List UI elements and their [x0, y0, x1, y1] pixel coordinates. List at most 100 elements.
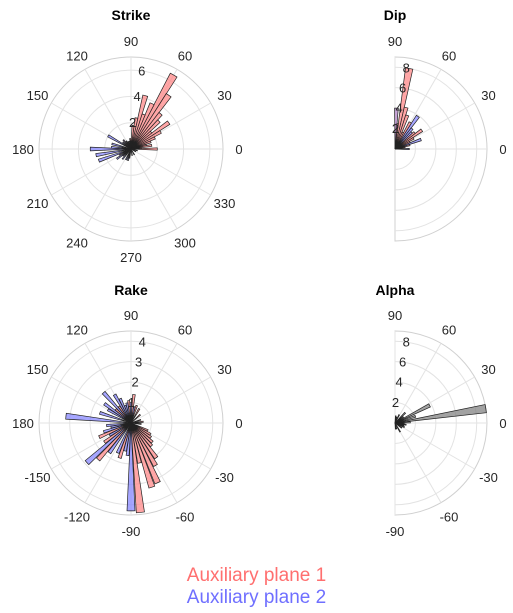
- histogram-bar: [130, 111, 163, 150]
- chart-title: Alpha: [376, 282, 415, 298]
- angular-grid: [84, 69, 132, 150]
- theta-tick-label: 90: [388, 34, 402, 49]
- histogram-bar: [107, 134, 132, 150]
- theta-tick-label: 60: [442, 323, 456, 338]
- legend-label-plane-1: Auxiliary plane 1: [186, 565, 327, 586]
- r-tick-label: 4: [395, 375, 402, 390]
- theta-tick-label: 30: [481, 362, 495, 377]
- histogram-bar: [394, 107, 399, 150]
- histogram-bar: [394, 422, 401, 433]
- histogram-bar: [130, 406, 136, 424]
- histogram-bar: [122, 139, 132, 150]
- chart-title: Dip: [384, 7, 407, 23]
- r-tick-label: 6: [138, 63, 145, 78]
- theta-tick-label: 150: [27, 362, 49, 377]
- angular-grid: [130, 148, 178, 229]
- histogram-bar: [130, 422, 142, 425]
- histogram-bar: [130, 148, 138, 152]
- angular-grid: [394, 422, 442, 503]
- histogram-bar: [95, 148, 132, 158]
- theta-tick-label: 0: [235, 416, 242, 431]
- theta-tick-label: 90: [124, 34, 138, 49]
- histogram-bar: [394, 421, 411, 424]
- r-tick-label: 4: [139, 334, 146, 349]
- histogram-bar: [394, 414, 401, 424]
- legend-label-plane-2: Auxiliary plane 2: [186, 587, 327, 608]
- histogram-bar: [394, 422, 405, 427]
- theta-tick-label: 120: [66, 323, 88, 338]
- angular-grid: [130, 376, 211, 424]
- theta-tick-label: 330: [214, 196, 236, 211]
- theta-tick-label: -90: [122, 524, 141, 539]
- angular-grid: [51, 148, 132, 196]
- histogram-bar: [394, 422, 405, 429]
- histogram-bar: [394, 403, 431, 424]
- theta-tick-label: 30: [217, 362, 231, 377]
- histogram-bar: [89, 146, 132, 152]
- legend-entry-plane-2: Auxiliary plane 2: [0, 587, 513, 609]
- histogram-bar: [130, 93, 172, 150]
- histogram-bar: [394, 422, 397, 430]
- histogram-bar: [130, 422, 158, 468]
- histogram-bar: [394, 147, 410, 151]
- theta-tick-label: 0: [499, 142, 506, 157]
- histogram-bar: [394, 131, 413, 150]
- histogram-bar: [394, 414, 417, 424]
- histogram-bar: [126, 422, 136, 512]
- theta-tick-label: 240: [66, 236, 88, 251]
- r-tick-label: 1: [128, 395, 135, 410]
- histogram-bar: [123, 422, 132, 452]
- theta-tick-label: -90: [386, 524, 405, 539]
- histogram-bar: [130, 94, 149, 150]
- legend-entry-plane-1: Auxiliary plane 1: [0, 565, 513, 587]
- theta-tick-label: 90: [388, 308, 402, 323]
- histogram-bar: [110, 422, 132, 429]
- histogram-bar: [103, 402, 132, 424]
- histogram-bar: [394, 131, 404, 150]
- theta-tick-label: 270: [120, 250, 142, 265]
- angular-grid: [84, 148, 132, 229]
- histogram-bar: [130, 422, 152, 439]
- histogram-bar: [130, 422, 149, 432]
- polar-chart-rake: 1 2 3 4 0 30 60 90 120 150 180 -150 -120 -90 -60 -30 Rak…: [12, 282, 242, 539]
- histogram-bar: [130, 420, 144, 424]
- histogram-bar: [130, 404, 138, 424]
- histogram-bar: [394, 422, 403, 429]
- histogram-bar: [111, 142, 132, 150]
- r-tick-label: 4: [395, 101, 402, 116]
- theta-tick-label: -30: [479, 470, 498, 485]
- histogram-bar: [130, 147, 158, 151]
- theta-tick-label: 0: [235, 142, 242, 157]
- theta-tick-label: 300: [174, 236, 196, 251]
- histogram-bar: [65, 412, 132, 424]
- histogram-bar: [101, 390, 132, 424]
- histogram-bar: [118, 397, 132, 424]
- r-tick-label: 6: [399, 355, 406, 370]
- theta-tick-label: 60: [442, 49, 456, 64]
- histogram-bar: [394, 128, 424, 150]
- histogram-bar: [130, 119, 161, 150]
- r-tick-label: 2: [131, 375, 138, 390]
- histogram-bar: [130, 413, 141, 424]
- histogram-bar: [128, 140, 132, 150]
- histogram-bar: [122, 148, 132, 157]
- histogram-bar: [129, 402, 133, 424]
- histogram-bar: [130, 408, 141, 424]
- theta-tick-label: 30: [481, 88, 495, 103]
- histogram-bar: [102, 422, 132, 434]
- histogram-bar: [130, 148, 136, 156]
- histogram-bar: [125, 148, 132, 161]
- histogram-bar: [103, 422, 132, 444]
- r-tick-label: 3: [135, 355, 142, 370]
- histogram-bar: [130, 422, 142, 464]
- histogram-bar: [130, 143, 153, 150]
- histogram-bar: [394, 404, 487, 424]
- histogram-bar: [130, 148, 133, 156]
- histogram-bar: [130, 418, 142, 424]
- theta-tick-label: 150: [27, 88, 49, 103]
- histogram-bar: [96, 422, 132, 462]
- histogram-bar: [130, 422, 154, 448]
- r-tick-label: 2: [392, 395, 399, 410]
